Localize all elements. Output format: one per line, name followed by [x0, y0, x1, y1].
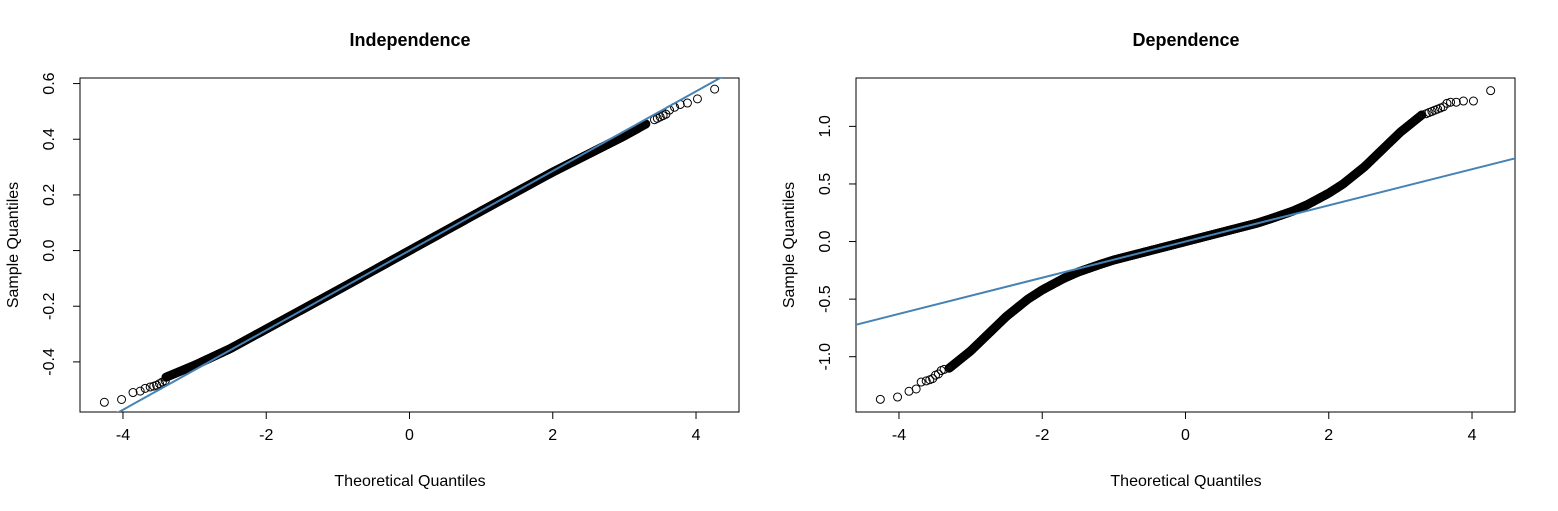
data-point — [1468, 96, 1478, 106]
data-point — [140, 383, 150, 393]
x-axis-label: Theoretical Quantiles — [1110, 473, 1261, 490]
data-point — [1446, 97, 1456, 107]
data-point — [939, 364, 949, 374]
chart-title: Independence — [349, 30, 470, 50]
y-tick-label: -1.0 — [817, 343, 834, 371]
x-tick-label: 0 — [1181, 427, 1190, 444]
plot-area — [99, 78, 723, 412]
qq-plot-independence: Independence Theoretical Quantiles Sampl… — [5, 30, 740, 490]
x-tick-label: 4 — [692, 427, 701, 444]
qq-plot-dependence: Dependence Theoretical Quantiles Sample … — [781, 30, 1516, 490]
y-axis-label: Sample Quantiles — [5, 182, 22, 308]
data-point — [682, 98, 692, 108]
y-tick-label: 0.0 — [41, 239, 58, 261]
data-point — [155, 379, 165, 389]
chart-title: Dependence — [1132, 30, 1239, 50]
y-tick-label: 0.0 — [817, 230, 834, 252]
reference-line — [856, 157, 1515, 326]
x-axis-label: Theoretical Quantiles — [334, 473, 485, 490]
data-point — [692, 94, 702, 104]
y-tick-label: 0.5 — [817, 173, 834, 195]
data-point — [921, 376, 931, 386]
data-point — [1415, 111, 1425, 121]
y-tick-label: -0.2 — [41, 292, 58, 320]
data-point — [911, 384, 921, 394]
x-tick-label: -4 — [116, 427, 130, 444]
y-tick-label: 0.4 — [41, 128, 58, 150]
y-axis-label: Sample Quantiles — [781, 182, 798, 308]
reference-line — [116, 78, 723, 412]
data-point — [710, 84, 720, 94]
plot-area — [856, 86, 1515, 404]
data-point — [1442, 98, 1452, 108]
data-point — [1416, 110, 1426, 120]
x-tick-label: 4 — [1468, 427, 1477, 444]
data-point — [1458, 96, 1468, 106]
data-point — [117, 394, 127, 404]
data-point — [1486, 86, 1496, 96]
x-tick-label: 2 — [1324, 427, 1333, 444]
data-point — [135, 386, 145, 396]
data-point — [145, 382, 155, 392]
data-point — [160, 376, 170, 386]
y-tick-label: -0.4 — [41, 348, 58, 376]
y-tick-label: 1.0 — [817, 115, 834, 137]
data-point — [1451, 97, 1461, 107]
x-tick-label: -4 — [892, 427, 906, 444]
data-point — [1416, 111, 1426, 121]
x-tick-label: 0 — [405, 427, 414, 444]
data-point — [893, 392, 903, 402]
x-tick-label: -2 — [259, 427, 273, 444]
y-tick-label: -0.5 — [817, 285, 834, 313]
y-tick-label: 0.6 — [41, 72, 58, 94]
y-tick-label: 0.2 — [41, 184, 58, 206]
x-tick-label: -2 — [1035, 427, 1049, 444]
data-point — [99, 397, 109, 407]
data-point — [128, 388, 138, 398]
data-point — [916, 377, 926, 387]
data-point — [875, 394, 885, 404]
x-tick-label: 2 — [548, 427, 557, 444]
